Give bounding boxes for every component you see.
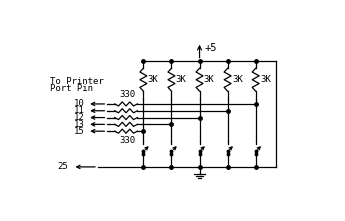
Text: Port Pin: Port Pin [50,84,93,93]
Text: To Printer: To Printer [50,77,104,86]
Text: 12: 12 [74,113,85,122]
Text: 10: 10 [74,99,85,109]
Text: 11: 11 [74,106,85,115]
Text: 330: 330 [119,90,136,99]
Text: 3K: 3K [148,75,158,84]
Text: 25: 25 [58,162,69,171]
Text: 15: 15 [74,127,85,136]
Text: 3K: 3K [232,75,243,84]
Text: 13: 13 [74,120,85,129]
Text: 3K: 3K [204,75,215,84]
Text: +5: +5 [205,43,217,53]
Text: 3K: 3K [176,75,187,84]
Text: 330: 330 [119,136,136,145]
Text: 3K: 3K [260,75,271,84]
